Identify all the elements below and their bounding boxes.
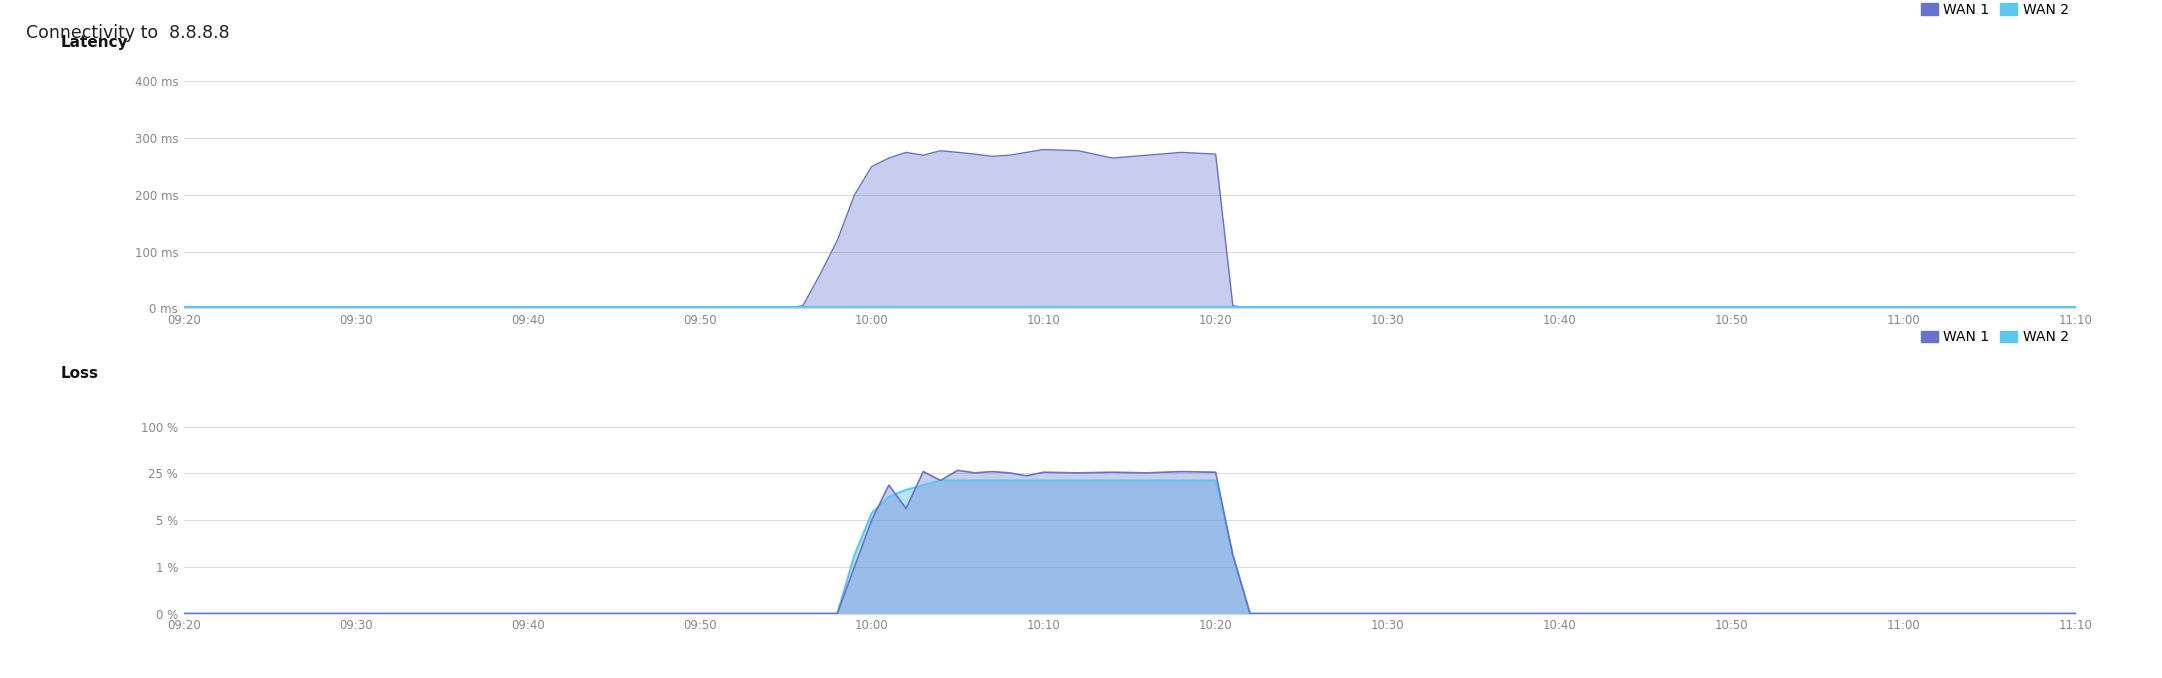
- Text: Connectivity to  8.8.8.8: Connectivity to 8.8.8.8: [26, 24, 229, 42]
- Text: Latency: Latency: [61, 35, 128, 50]
- Legend: WAN 1, WAN 2: WAN 1, WAN 2: [1920, 3, 2069, 17]
- Text: Loss: Loss: [61, 365, 99, 380]
- Legend: WAN 1, WAN 2: WAN 1, WAN 2: [1920, 330, 2069, 344]
